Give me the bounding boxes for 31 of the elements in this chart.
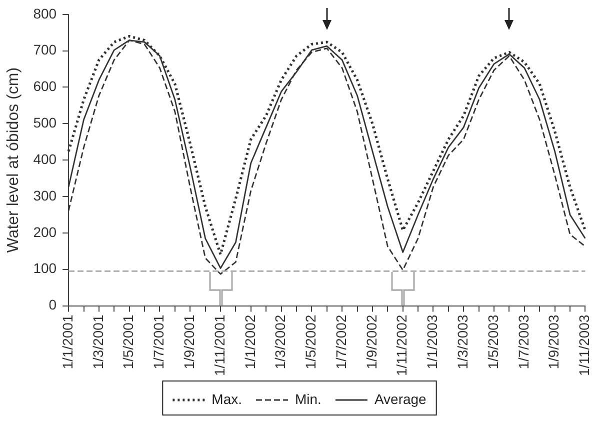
y-tick-label: 600 (33, 78, 57, 94)
x-tick-label: 1/9/2003 (546, 314, 562, 370)
y-axis-title: Water level at óbidos (cm) (5, 67, 22, 253)
y-tick-label: 700 (33, 42, 57, 58)
x-tick-label: 1/11/2003 (576, 314, 592, 376)
y-tick-label: 200 (33, 224, 57, 240)
x-tick-label: 1/1/2001 (59, 314, 76, 370)
x-tick-label: 1/7/2001 (150, 314, 167, 370)
y-tick-label: 300 (33, 187, 57, 204)
x-tick-label: 1/11/2001 (211, 314, 228, 376)
x-tick-label: 1/5/2002 (302, 314, 319, 370)
x-tick-label: 1/3/2003 (454, 314, 470, 370)
x-tick-label: 1/9/2002 (363, 314, 380, 370)
x-tick-label: 1/7/2002 (332, 314, 349, 370)
x-tick-label: 1/7/2003 (515, 314, 532, 370)
y-tick-label: 500 (33, 114, 57, 131)
x-tick-label: 1/5/2001 (120, 314, 136, 370)
y-tick-label: 0 (48, 296, 57, 313)
x-tick-label: 1/3/2001 (90, 314, 106, 370)
x-tick-label: 1/5/2003 (484, 314, 501, 370)
legend-label: Max. (212, 390, 242, 407)
x-tick-label: 1/11/2002 (394, 314, 410, 376)
x-tick-label: 1/3/2002 (272, 314, 288, 370)
y-tick-label: 100 (33, 260, 57, 276)
legend-label: Min. (295, 390, 322, 407)
x-tick-label: 1/9/2001 (180, 314, 197, 370)
y-tick-label: 800 (33, 5, 57, 22)
legend-label: Average (374, 390, 427, 407)
x-tick-label: 1/1/2002 (242, 314, 258, 370)
x-tick-label: 1/1/2003 (424, 314, 440, 370)
y-tick-label: 400 (33, 150, 57, 167)
